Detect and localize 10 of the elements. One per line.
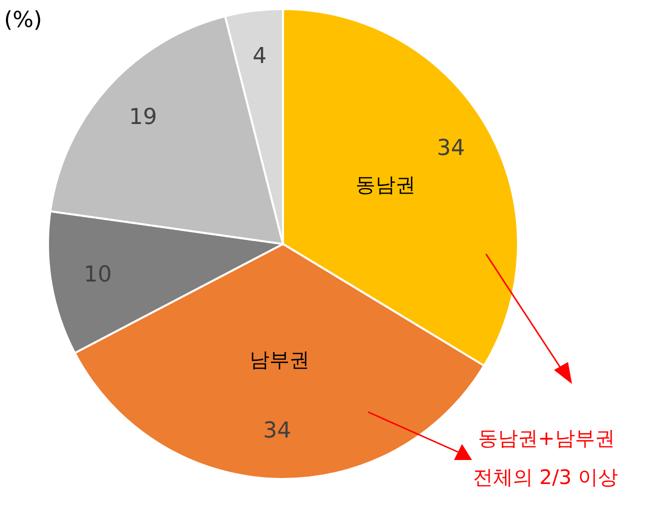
data-label: 34 — [263, 418, 292, 444]
text: 동남권+남부권 — [478, 425, 615, 452]
slice-label: 남부권 — [249, 348, 310, 372]
data-label: 19 — [129, 105, 158, 130]
data-label: 10 — [84, 262, 112, 288]
text: 전체의 2/3 이상 — [473, 464, 618, 491]
data-label: 34 — [436, 136, 465, 162]
slice-label: 동남권 — [355, 172, 416, 197]
text: (%) — [4, 8, 42, 33]
data-label: 4 — [252, 44, 267, 70]
